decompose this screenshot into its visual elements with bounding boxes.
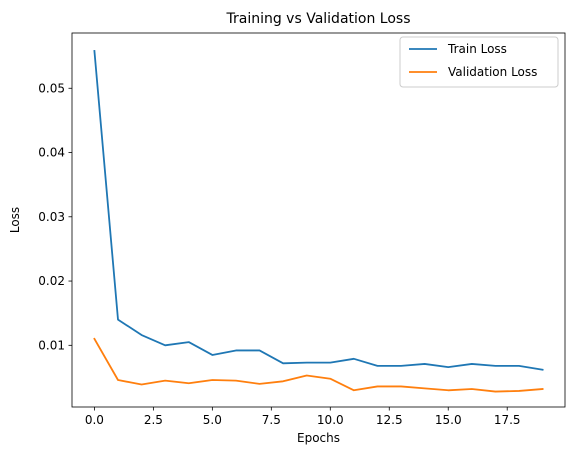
x-tick-label: 15.0 xyxy=(435,413,462,427)
series-group xyxy=(93,50,544,393)
y-axis-label: Loss xyxy=(8,207,22,233)
x-tick-label: 17.5 xyxy=(494,413,521,427)
legend-box xyxy=(399,36,559,88)
x-tick-label: 0.0 xyxy=(85,413,104,427)
legend-label-validation-loss: Validation Loss xyxy=(448,65,537,79)
x-tick-label: 5.0 xyxy=(203,413,222,427)
x-tick-label: 12.5 xyxy=(376,413,403,427)
y-tick-label: 0.01 xyxy=(38,338,65,352)
legend: Train Loss Validation Loss xyxy=(399,36,559,88)
x-tick-label: 10.0 xyxy=(317,413,344,427)
plot-frame xyxy=(71,32,566,408)
x-axis-label: Epochs xyxy=(297,431,340,445)
x-tick-label: 7.5 xyxy=(262,413,281,427)
y-tick-label: 0.04 xyxy=(38,146,65,160)
legend-label-train-loss: Train Loss xyxy=(447,42,507,56)
y-tick-label: 0.05 xyxy=(38,81,65,95)
series-line-validation-loss xyxy=(93,337,544,393)
series-line-train-loss xyxy=(93,50,544,371)
plot-area xyxy=(72,33,565,407)
y-tick-label: 0.03 xyxy=(38,210,65,224)
x-tick-label: 2.5 xyxy=(144,413,163,427)
y-tick-label: 0.02 xyxy=(38,274,65,288)
chart-title: Training vs Validation Loss xyxy=(225,11,410,27)
ticks-group: 0.0 2.5 5.0 7.5 10.0 12.5 15.0 17.5 0.01 0.02 0.03… xyxy=(38,81,520,427)
